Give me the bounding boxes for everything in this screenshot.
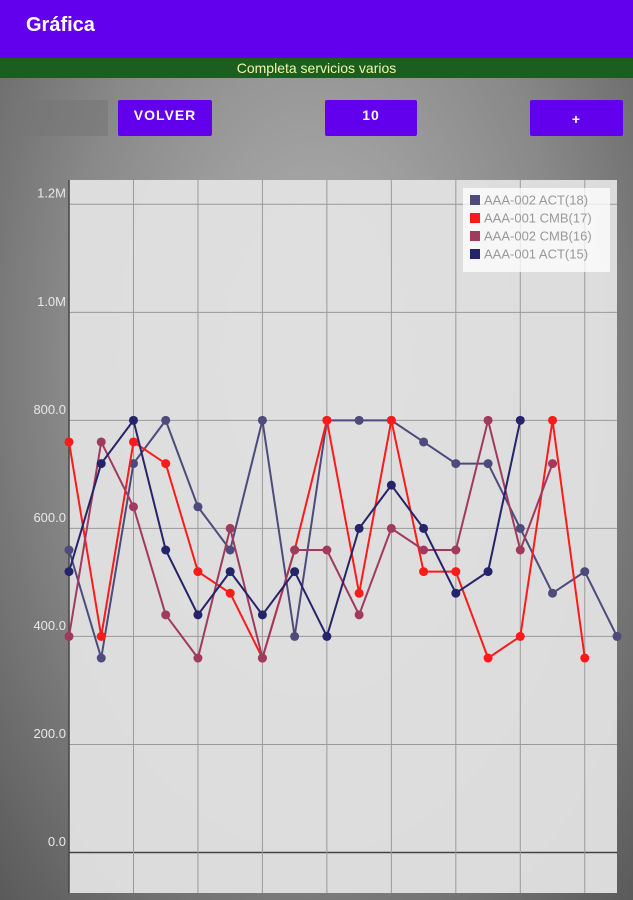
y-tick-label: 600.0 <box>33 510 66 525</box>
legend-label: AAA-001 ACT(15) <box>484 246 588 261</box>
legend-swatch <box>470 195 480 205</box>
data-point <box>515 415 525 425</box>
data-point <box>483 567 493 577</box>
empty-button[interactable] <box>15 100 108 136</box>
data-point <box>548 459 558 469</box>
data-point <box>322 415 332 425</box>
legend-swatch <box>470 231 480 241</box>
data-point <box>290 545 300 555</box>
data-point <box>161 459 171 469</box>
add-button[interactable]: + <box>530 100 623 136</box>
legend-box <box>463 188 610 272</box>
data-point <box>225 545 235 555</box>
data-point <box>515 545 525 555</box>
data-point <box>257 610 267 620</box>
data-point <box>515 631 525 641</box>
data-point <box>419 567 429 577</box>
data-point <box>96 631 106 641</box>
data-point <box>580 653 590 663</box>
y-tick-label: 1.0M <box>37 294 66 309</box>
data-point <box>193 567 203 577</box>
data-point <box>451 545 461 555</box>
data-point <box>96 459 106 469</box>
data-point <box>128 415 138 425</box>
series-line <box>68 420 554 662</box>
data-point <box>193 610 203 620</box>
data-point <box>161 415 171 425</box>
data-point <box>322 631 332 641</box>
data-point <box>64 545 74 555</box>
data-point <box>193 653 203 663</box>
banner: Completa servicios varios <box>0 58 633 78</box>
data-point <box>161 545 171 555</box>
y-tick-label: 800.0 <box>33 402 66 417</box>
y-tick-label: 200.0 <box>33 726 66 741</box>
data-point <box>128 502 138 512</box>
data-point <box>64 437 74 447</box>
data-point <box>64 631 74 641</box>
data-point <box>483 653 493 663</box>
data-point <box>451 459 461 469</box>
count-button[interactable]: 10 <box>325 100 417 136</box>
data-point <box>290 631 300 641</box>
data-point <box>354 610 364 620</box>
y-tick-label: 400.0 <box>33 618 66 633</box>
legend-swatch <box>470 249 480 259</box>
app-bar-title: Gráfica <box>0 0 633 58</box>
data-point <box>290 567 300 577</box>
data-point <box>257 415 267 425</box>
data-point <box>386 415 396 425</box>
data-point <box>419 523 429 533</box>
data-point <box>96 653 106 663</box>
data-point <box>354 523 364 533</box>
data-point <box>225 588 235 598</box>
data-point <box>548 588 558 598</box>
legend-label: AAA-002 CMB(16) <box>484 228 592 243</box>
data-point <box>193 502 203 512</box>
data-point <box>419 545 429 555</box>
data-point <box>161 610 171 620</box>
data-point <box>354 415 364 425</box>
back-button[interactable]: VOLVER <box>118 100 212 136</box>
data-point <box>612 631 622 641</box>
y-tick-label: 1.2M <box>37 186 66 201</box>
data-point <box>225 567 235 577</box>
data-point <box>96 437 106 447</box>
data-point <box>451 588 461 598</box>
data-point <box>451 567 461 577</box>
data-point <box>515 523 525 533</box>
data-point <box>483 459 493 469</box>
data-point <box>354 588 364 598</box>
data-point <box>386 523 396 533</box>
data-point <box>64 567 74 577</box>
data-point <box>483 415 493 425</box>
data-point <box>128 437 138 447</box>
series-line <box>68 418 618 659</box>
data-point <box>257 653 267 663</box>
data-point <box>419 437 429 447</box>
y-tick-label: 0.0 <box>48 834 66 849</box>
legend-label: AAA-002 ACT(18) <box>484 192 588 207</box>
data-point <box>225 523 235 533</box>
legend-label: AAA-001 CMB(17) <box>484 210 592 225</box>
data-point <box>322 545 332 555</box>
legend-swatch <box>470 213 480 223</box>
data-point <box>386 480 396 490</box>
data-point <box>548 415 558 425</box>
data-point <box>580 567 590 577</box>
